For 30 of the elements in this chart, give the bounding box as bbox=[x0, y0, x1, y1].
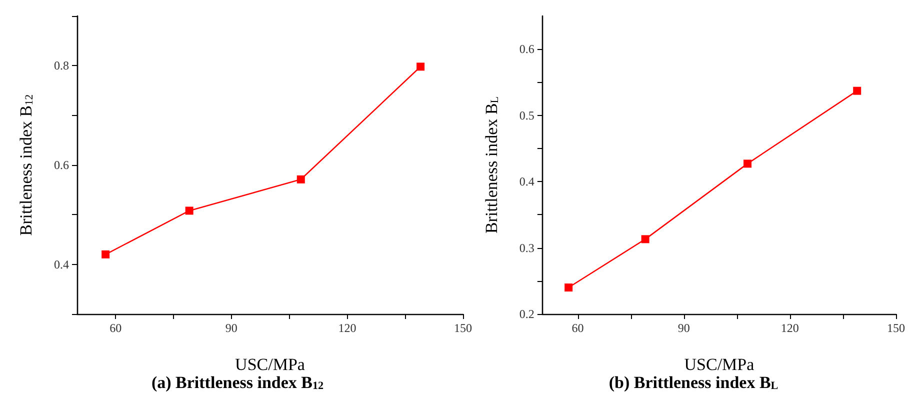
x-tick-label: 150 bbox=[454, 321, 472, 335]
y-axis-title: Brittleness index B12 bbox=[16, 94, 36, 236]
point bbox=[853, 86, 862, 95]
point bbox=[102, 250, 110, 258]
point bbox=[185, 206, 194, 215]
y-tick-label: 0.5 bbox=[519, 108, 534, 122]
y-tick-label: 0.2 bbox=[519, 307, 534, 321]
y-tick-label: 0.8 bbox=[54, 58, 69, 73]
y-tick-label: 0.6 bbox=[54, 158, 69, 172]
x-tick-label: 150 bbox=[887, 321, 905, 335]
x-axis-title: USC/MPa bbox=[684, 355, 755, 374]
point bbox=[641, 235, 650, 244]
point bbox=[416, 62, 425, 71]
y-axis-title: Brittleness index BL bbox=[482, 96, 501, 234]
text: (a) Brittleness index B12 bbox=[151, 373, 324, 392]
x-tick-label: 120 bbox=[780, 321, 799, 335]
point bbox=[743, 160, 752, 168]
point bbox=[564, 284, 573, 292]
point bbox=[296, 175, 305, 184]
x-tick-label: 90 bbox=[678, 321, 690, 335]
x-tick-label: 120 bbox=[338, 321, 356, 335]
x-tick-label: 60 bbox=[110, 321, 122, 335]
x-axis-title: USC/MPa bbox=[235, 355, 306, 374]
x-tick-label: 90 bbox=[225, 321, 238, 335]
y-tick-label: 0.6 bbox=[519, 42, 534, 56]
text: (b) Brittleness index BL bbox=[608, 373, 778, 392]
y-tick-label: 0.3 bbox=[519, 240, 534, 255]
y-tick-label: 0.4 bbox=[54, 257, 69, 272]
x-tick-label: 60 bbox=[572, 321, 584, 335]
y-tick-label: 0.4 bbox=[519, 174, 534, 189]
